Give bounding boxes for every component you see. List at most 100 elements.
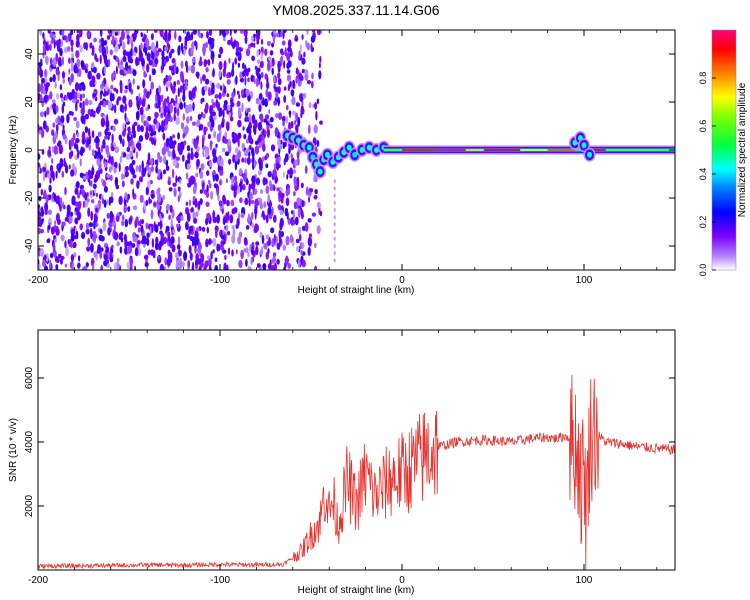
heatmap-cell [295, 75, 298, 84]
heatmap-cell [163, 107, 167, 117]
heatmap-cell [110, 145, 115, 152]
heatmap-cell [82, 175, 87, 180]
heatmap-cell [163, 77, 166, 86]
heatmap-cell [306, 80, 312, 85]
heatmap-cell [294, 216, 299, 226]
heatmap-cell [285, 235, 290, 246]
heatmap-cell [175, 252, 179, 259]
heatmap-cell [75, 181, 80, 189]
heatmap-cell [105, 45, 109, 55]
heatmap-cell [262, 128, 265, 137]
heatmap-cell [178, 236, 181, 246]
heatmap-cell [70, 169, 75, 177]
heatmap-cell [237, 138, 240, 148]
heatmap-cell [147, 180, 151, 190]
heatmap-cell [156, 203, 160, 211]
heatmap-cell [245, 247, 249, 254]
heatmap-cell [165, 225, 170, 233]
heatmap-cell [44, 68, 48, 79]
heatmap-cell [223, 99, 228, 106]
heatmap-cell [308, 196, 310, 203]
heatmap-cell [270, 227, 275, 234]
heatmap-cell [100, 235, 105, 242]
heatmap-cell [175, 94, 178, 104]
x-tick-label: -200 [28, 575, 48, 586]
heatmap-cell [157, 193, 162, 203]
heatmap-cell [186, 31, 191, 41]
heatmap-cell [209, 105, 214, 115]
heatmap-cell [42, 171, 46, 182]
heatmap-cell [182, 154, 185, 162]
heatmap-cell [262, 143, 266, 152]
heatmap-cell [235, 75, 238, 85]
heatmap-cell [238, 94, 241, 99]
heatmap-cell [109, 250, 113, 259]
heatmap-cell [291, 240, 295, 247]
heatmap-cell [123, 89, 128, 94]
heatmap-cell [61, 221, 66, 227]
heatmap-cell [74, 82, 80, 92]
heatmap-cell [267, 171, 272, 178]
heatmap-cell [243, 172, 247, 182]
heatmap-cell [287, 39, 292, 49]
snr-axes: -200 -100 0 100 2000 4000 6000 [24, 330, 675, 586]
heatmap-cell [273, 185, 276, 192]
heatmap-cell [131, 159, 136, 165]
heatmap-cell [188, 91, 193, 101]
heatmap-cell [127, 206, 131, 212]
heatmap-cell [241, 142, 244, 151]
heatmap-cell [250, 256, 253, 266]
heatmap-cell [227, 105, 231, 112]
heatmap-cell [53, 193, 57, 202]
heatmap-cell [298, 72, 303, 81]
heatmap-cell [72, 196, 76, 202]
heatmap-cell [222, 147, 226, 153]
heatmap-cell [233, 189, 237, 199]
heatmap-cell [134, 247, 139, 257]
heatmap-cell [206, 170, 210, 176]
heatmap-cell [213, 130, 217, 139]
heatmap-band [587, 149, 606, 151]
heatmap-cell [258, 197, 263, 206]
heatmap-cell [237, 132, 242, 140]
heatmap-cell [155, 93, 158, 104]
heatmap-cell [324, 151, 330, 158]
heatmap-cell [59, 258, 63, 265]
heatmap-cell [250, 199, 255, 205]
heatmap-cell [202, 74, 206, 82]
heatmap-cell [198, 124, 201, 132]
heatmap-cell [208, 30, 213, 36]
heatmap-cell [216, 214, 221, 224]
heatmap-cell [106, 199, 109, 206]
heatmap-cell [140, 176, 143, 183]
heatmap-cell [317, 168, 323, 175]
heatmap-cell [74, 235, 79, 240]
heatmap-cell [239, 168, 242, 175]
heatmap-cell [167, 251, 173, 261]
heatmap-cell [282, 120, 285, 127]
heatmap-cell [133, 121, 138, 126]
heatmap-cell [45, 55, 48, 65]
heatmap-cell [45, 194, 49, 204]
heatmap-cell [296, 151, 300, 159]
heatmap-cell [314, 102, 317, 110]
heatmap-cell [264, 48, 268, 56]
heatmap-cell [166, 95, 170, 105]
heatmap-cell [255, 77, 259, 87]
heatmap-cell [140, 125, 144, 133]
heatmap-cell [91, 75, 95, 85]
heatmap-cell [254, 206, 258, 216]
heatmap-cell [226, 79, 231, 85]
heatmap-cell [42, 259, 46, 267]
heatmap-cell [70, 254, 75, 262]
heatmap-cell [68, 151, 73, 159]
heatmap-cell [284, 153, 289, 163]
heatmap-cell [287, 60, 292, 68]
heatmap-cell [147, 167, 152, 175]
heatmap-cell [251, 114, 256, 124]
heatmap-cell [211, 56, 214, 65]
heatmap-cell [172, 229, 176, 234]
heatmap-cell [92, 233, 96, 242]
heatmap-cell [221, 121, 225, 128]
heatmap-cell [165, 165, 170, 171]
